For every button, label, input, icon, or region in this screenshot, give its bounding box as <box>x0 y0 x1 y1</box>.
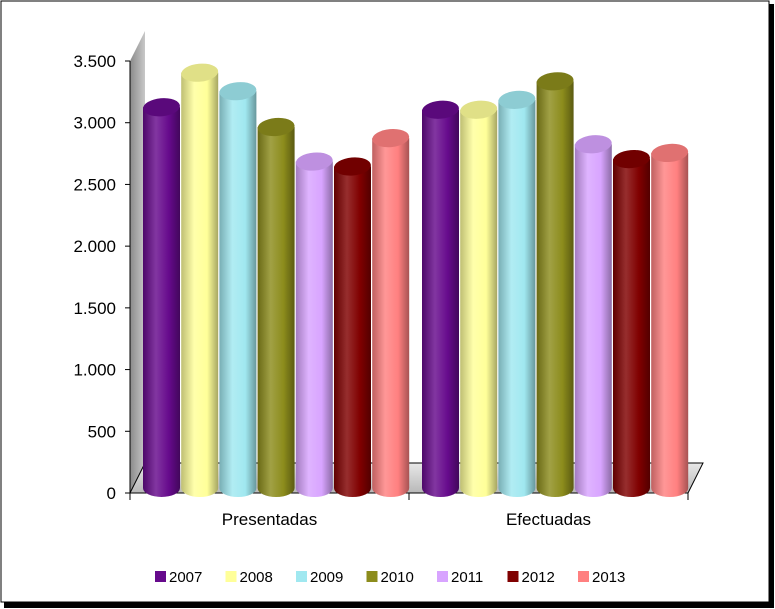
bar-body <box>574 144 612 497</box>
legend: 2007 2008 2009 2010 2011 2012 2013 <box>155 569 625 586</box>
bar-2008-presentadas <box>181 63 219 497</box>
bar-top <box>574 135 612 154</box>
bar-2010-presentadas <box>257 117 295 497</box>
y-tick-label: 0 <box>107 484 116 503</box>
legend-swatch <box>225 571 237 582</box>
bar-body <box>372 138 410 498</box>
legend-label: 2012 <box>522 569 555 586</box>
legend-label: 2007 <box>169 569 202 586</box>
legend-item-2012: 2012 <box>507 569 555 586</box>
legend-item-2010: 2010 <box>366 569 414 586</box>
bar-2011-efectuadas <box>574 135 612 497</box>
bar-top <box>613 149 650 169</box>
bar-body <box>219 91 257 497</box>
bar-top <box>651 143 689 163</box>
bar-body <box>295 161 333 497</box>
bar-body <box>334 166 371 497</box>
y-tick-label: 3.000 <box>73 114 116 133</box>
legend-item-2011: 2011 <box>437 569 483 586</box>
bar-top <box>372 128 410 148</box>
legend-item-2009: 2009 <box>296 569 343 586</box>
side-wall <box>130 31 145 493</box>
bar-body <box>613 159 650 498</box>
legend-label: 2011 <box>451 569 483 586</box>
legend-item-2008: 2008 <box>225 569 273 586</box>
bar-2012-efectuadas <box>613 149 650 498</box>
bar-2009-efectuadas <box>498 90 536 497</box>
bar-top <box>334 157 371 176</box>
bar-2010-efectuadas <box>536 72 574 497</box>
bar-top <box>181 63 219 82</box>
bar-top <box>536 72 574 91</box>
legend-label: 2010 <box>381 569 414 586</box>
y-tick-label: 1.000 <box>73 361 116 380</box>
bar-body <box>257 126 295 497</box>
bar-body <box>651 152 689 497</box>
bar-2007-presentadas <box>143 98 180 497</box>
bars-group <box>143 63 689 498</box>
legend-item-2007: 2007 <box>155 569 202 586</box>
bar-body <box>460 109 498 497</box>
bar-2009-presentadas <box>219 82 257 497</box>
legend-swatch <box>296 571 307 582</box>
legend-item-2013: 2013 <box>578 569 625 586</box>
bar-2012-presentadas <box>334 157 371 497</box>
legend-label: 2008 <box>240 569 273 586</box>
bar-body <box>143 107 180 497</box>
bar-top <box>295 152 333 171</box>
bar-2013-efectuadas <box>651 143 689 497</box>
bar-top <box>219 82 257 101</box>
legend-label: 2009 <box>310 569 343 586</box>
y-tick-label: 2.500 <box>73 175 116 194</box>
y-tick-label: 3.500 <box>73 52 116 71</box>
bar-2013-presentadas <box>372 128 410 498</box>
legend-swatch <box>507 571 519 582</box>
legend-swatch <box>437 571 448 582</box>
category-label: Presentadas <box>222 510 317 529</box>
category-label: Efectuadas <box>506 510 591 529</box>
bar-2007-efectuadas <box>422 100 459 497</box>
bar-top <box>143 98 180 117</box>
bar-body <box>181 72 219 497</box>
y-axis-ticks: 0 500 1.000 1.500 2.000 2.500 3.000 3.500 <box>73 52 130 503</box>
bar-2011-presentadas <box>295 152 333 497</box>
bar-top <box>257 117 295 137</box>
bar-top <box>460 100 498 119</box>
legend-swatch <box>578 571 589 582</box>
y-tick-label: 500 <box>88 422 116 441</box>
y-tick-label: 1.500 <box>73 299 116 318</box>
x-axis-ticks: Presentadas Efectuadas <box>129 493 689 529</box>
legend-label: 2013 <box>592 569 625 586</box>
bar-body <box>422 109 459 497</box>
bar-body <box>536 81 574 497</box>
bar-top <box>422 100 459 119</box>
legend-swatch <box>366 571 378 582</box>
bar-2008-efectuadas <box>460 100 498 497</box>
bar-top <box>498 90 536 109</box>
legend-swatch <box>155 571 166 582</box>
y-tick-label: 2.000 <box>73 237 116 256</box>
bar-body <box>498 99 536 497</box>
